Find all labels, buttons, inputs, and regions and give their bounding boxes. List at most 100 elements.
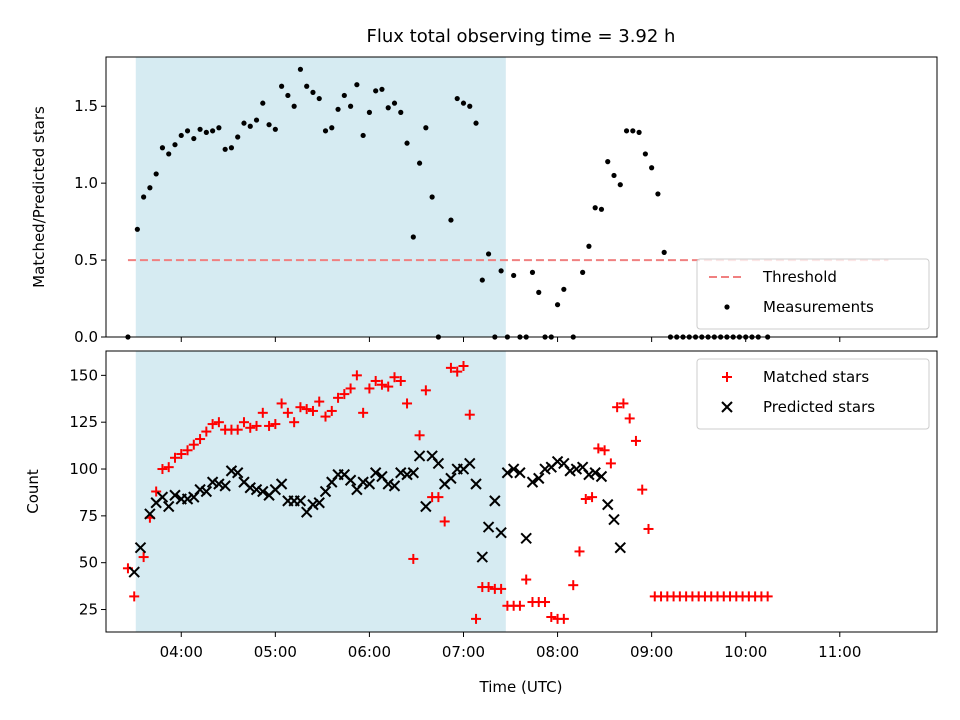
data-point [482, 521, 495, 533]
data-point [614, 541, 626, 554]
data-point [413, 450, 426, 462]
data-point [630, 435, 641, 446]
data-point [245, 422, 256, 433]
data-point [266, 122, 272, 128]
data-point [194, 483, 206, 496]
y-tick-label: 50 [79, 554, 98, 572]
data-point [289, 417, 300, 428]
legend-box [696, 358, 930, 430]
observing-window-band [135, 57, 506, 337]
data-point [250, 483, 263, 496]
y-tick-label: 150 [69, 366, 98, 384]
data-point [587, 492, 598, 503]
data-point [602, 498, 614, 511]
data-point [129, 591, 140, 602]
data-point [172, 142, 178, 148]
data-point [147, 185, 153, 191]
data-point [178, 132, 184, 139]
data-point [238, 417, 249, 428]
data-point [612, 402, 623, 413]
data-point [608, 513, 620, 526]
data-point [182, 445, 193, 456]
data-point [624, 413, 635, 424]
data-point [464, 457, 476, 470]
data-point [432, 457, 445, 470]
observing-window-band [135, 351, 506, 632]
data-point [389, 372, 400, 383]
y-tick-label: 75 [79, 507, 98, 525]
x-tick-label: 04:00 [160, 643, 203, 661]
data-point [464, 409, 475, 420]
data-point [395, 467, 407, 479]
data-point [134, 226, 140, 232]
data-point [316, 95, 322, 102]
data-point [423, 125, 429, 131]
y-axis-label: Matched/Predicted stars [30, 106, 48, 288]
x-tick-label: 10:00 [724, 643, 767, 661]
data-point [479, 277, 485, 283]
data-point [489, 495, 501, 507]
data-point [213, 417, 224, 428]
data-point [141, 194, 147, 200]
data-point [580, 493, 591, 504]
y-tick-label: 1.0 [74, 174, 98, 192]
data-point [363, 478, 376, 490]
x-tick-label: 11:00 [818, 643, 861, 661]
data-point [568, 580, 579, 591]
data-point [458, 360, 469, 371]
data-point [169, 489, 181, 501]
data-point [357, 476, 369, 488]
data-point [282, 407, 293, 418]
series-predicted-stars [128, 450, 626, 578]
data-point [285, 92, 291, 99]
data-point [460, 100, 467, 106]
data-point [270, 419, 281, 430]
data-point [345, 383, 356, 394]
data-point [351, 370, 362, 381]
data-point [213, 478, 225, 490]
data-point [163, 462, 174, 473]
data-point [420, 500, 432, 513]
data-point [291, 103, 297, 109]
data-point [222, 146, 228, 152]
data-point [369, 467, 382, 479]
data-point [402, 398, 413, 409]
data-point [404, 140, 410, 146]
data-point [589, 467, 601, 479]
y-tick-label: 0.0 [74, 328, 98, 346]
data-point [554, 302, 561, 308]
data-point [295, 402, 306, 413]
data-point [216, 125, 222, 131]
data-point [429, 194, 435, 200]
data-point [200, 485, 213, 498]
data-point [231, 467, 244, 479]
data-point [433, 492, 444, 503]
data-point [191, 135, 197, 142]
data-point [395, 375, 406, 386]
data-point [595, 470, 608, 483]
data-point [272, 126, 278, 132]
data-point [414, 430, 425, 441]
data-point [514, 600, 525, 611]
data-point [176, 449, 187, 460]
data-point [526, 476, 539, 488]
legend-label: Measurements [763, 298, 874, 316]
x-tick-label: 07:00 [442, 643, 485, 661]
data-point [201, 426, 212, 437]
legend: Matched stars Predicted stars [696, 358, 930, 430]
data-point [307, 405, 318, 416]
data-point [383, 381, 394, 392]
data-point [301, 404, 312, 415]
x-tick-label: 06:00 [348, 643, 391, 661]
data-point [401, 468, 413, 481]
data-point [219, 480, 231, 492]
data-point [471, 613, 482, 624]
x-tick-label: 08:00 [536, 643, 579, 661]
data-point [445, 472, 457, 485]
data-point [260, 100, 266, 106]
y-tick-label: 1.5 [74, 97, 98, 115]
data-point [661, 249, 667, 255]
data-point [379, 86, 385, 92]
axes-frame [105, 56, 938, 338]
data-point [391, 100, 398, 106]
